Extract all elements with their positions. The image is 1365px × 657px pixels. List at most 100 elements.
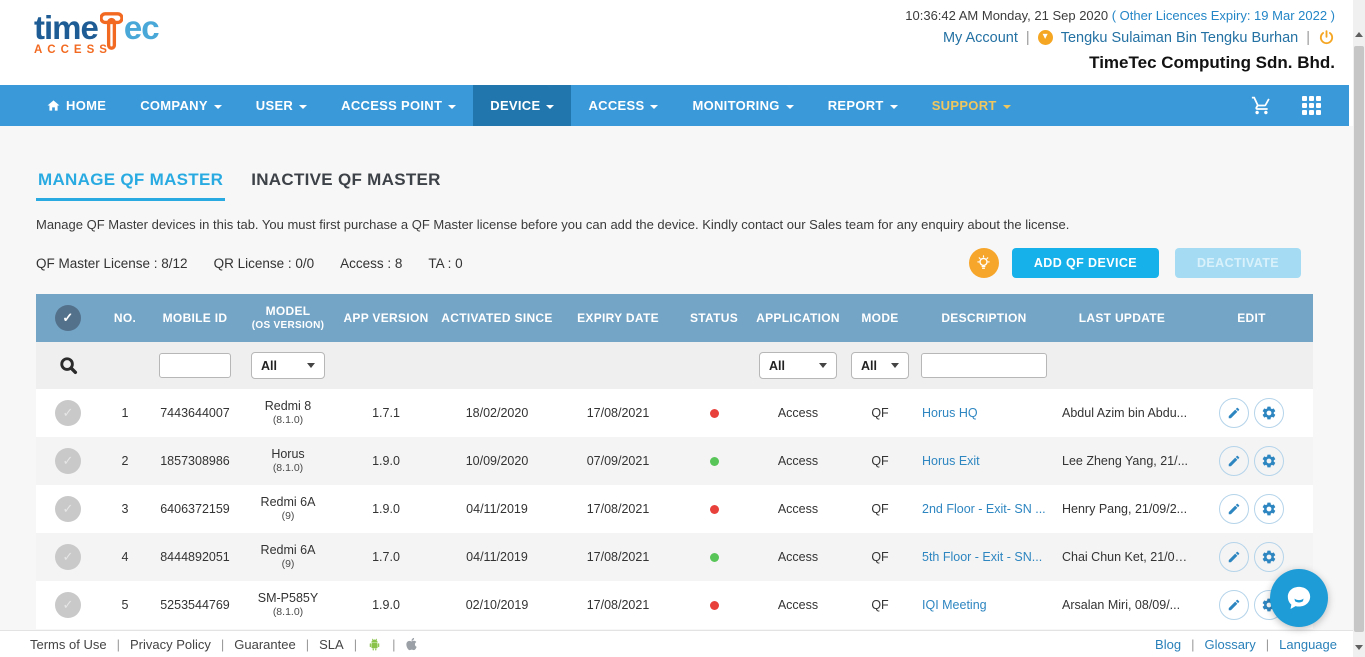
cell-mode: QF bbox=[871, 502, 889, 516]
deactivate-button[interactable]: DEACTIVATE bbox=[1174, 248, 1301, 278]
main-navbar: HOME COMPANY USER ACCESS POINT DEVICE AC… bbox=[0, 85, 1349, 126]
column-activated-since: ACTIVATED SINCE bbox=[441, 311, 553, 325]
chevron-down-icon bbox=[889, 104, 898, 109]
mobile-id-filter-input[interactable] bbox=[159, 353, 231, 378]
description-link[interactable]: Horus Exit bbox=[922, 454, 980, 468]
row-checkbox[interactable]: ✓ bbox=[55, 400, 81, 426]
mode-filter-select[interactable]: All bbox=[851, 352, 909, 379]
android-app-link[interactable] bbox=[367, 637, 382, 652]
description-link[interactable]: Horus HQ bbox=[922, 406, 978, 420]
select-all-checkbox[interactable]: ✓ bbox=[55, 305, 81, 331]
edit-button[interactable] bbox=[1219, 590, 1249, 620]
status-dot bbox=[709, 408, 719, 418]
nav-item-access-point[interactable]: ACCESS POINT bbox=[324, 85, 473, 126]
app-logo[interactable]: time ec ACCESS bbox=[34, 10, 160, 56]
glossary-link[interactable]: Glossary bbox=[1204, 636, 1256, 652]
nav-item-device[interactable]: DEVICE bbox=[473, 85, 572, 126]
status-dot bbox=[709, 504, 719, 514]
edit-button[interactable] bbox=[1219, 398, 1249, 428]
settings-button[interactable] bbox=[1254, 494, 1284, 524]
nav-item-home[interactable]: HOME bbox=[30, 85, 123, 126]
logout-power-icon[interactable] bbox=[1318, 29, 1335, 46]
chevron-down-icon bbox=[307, 363, 315, 368]
device-row-1: ✓ 1 7443644007 Redmi 8 (8.1.0) 1.7.1 18/0… bbox=[36, 389, 1313, 437]
nav-item-report[interactable]: REPORT bbox=[811, 85, 915, 126]
device-row-4: ✓ 4 8444892051 Redmi 6A (9) 1.7.0 04/11/2… bbox=[36, 533, 1313, 581]
cart-icon[interactable] bbox=[1251, 95, 1272, 116]
scroll-up-arrow-icon[interactable] bbox=[1355, 32, 1363, 37]
tab-inactive-qf-master[interactable]: INACTIVE QF MASTER bbox=[251, 170, 441, 189]
cell-activated-since: 04/11/2019 bbox=[466, 502, 528, 516]
settings-button[interactable] bbox=[1254, 398, 1284, 428]
qr-license-stat: QR License : 0/0 bbox=[213, 255, 315, 271]
qf-master-license-stat: QF Master License : 8/12 bbox=[36, 255, 188, 271]
chevron-down-icon bbox=[819, 363, 827, 368]
chevron-down-icon bbox=[448, 104, 457, 109]
scroll-down-arrow-icon[interactable] bbox=[1355, 645, 1363, 650]
application-filter-select[interactable]: All bbox=[759, 352, 837, 379]
vertical-scrollbar[interactable] bbox=[1353, 0, 1365, 657]
pencil-icon bbox=[1228, 407, 1240, 419]
description-filter-input[interactable] bbox=[921, 353, 1047, 378]
row-checkbox[interactable]: ✓ bbox=[55, 544, 81, 570]
nav-item-user[interactable]: USER bbox=[239, 85, 324, 126]
device-row-2: ✓ 2 1857308986 Horus (8.1.0) 1.9.0 10/09/… bbox=[36, 437, 1313, 485]
chevron-down-icon bbox=[1002, 104, 1011, 109]
edit-button[interactable] bbox=[1219, 542, 1249, 572]
description-link[interactable]: 5th Floor - Exit - SN... bbox=[922, 550, 1043, 564]
user-name-link[interactable]: Tengku Sulaiman Bin Tengku Burhan bbox=[1060, 29, 1299, 46]
privacy-policy-link[interactable]: Privacy Policy bbox=[129, 636, 211, 652]
status-dot bbox=[709, 552, 719, 562]
page-intro-text: Manage QF Master devices in this tab. Yo… bbox=[36, 217, 1070, 232]
hint-bulb-button[interactable] bbox=[968, 248, 999, 278]
user-dropdown-icon[interactable] bbox=[1037, 30, 1053, 45]
add-qf-device-button[interactable]: ADD QF DEVICE bbox=[1011, 248, 1159, 278]
live-chat-button[interactable] bbox=[1270, 569, 1328, 627]
apps-grid-icon[interactable] bbox=[1302, 96, 1321, 115]
row-checkbox[interactable]: ✓ bbox=[55, 496, 81, 522]
settings-button[interactable] bbox=[1254, 446, 1284, 476]
company-name: TimeTec Computing Sdn. Bhd. bbox=[1089, 53, 1335, 72]
cell-last-update: Arsalan Miri, 08/09/... bbox=[1062, 598, 1181, 612]
row-checkbox[interactable]: ✓ bbox=[55, 592, 81, 618]
cell-application: Access bbox=[777, 550, 819, 564]
home-icon bbox=[47, 100, 60, 111]
nav-item-access[interactable]: ACCESS bbox=[571, 85, 675, 126]
my-account-link[interactable]: My Account bbox=[942, 29, 1018, 46]
apple-icon bbox=[406, 637, 418, 651]
nav-item-company[interactable]: COMPANY bbox=[123, 85, 239, 126]
description-link[interactable]: 2nd Floor - Exit- SN ... bbox=[922, 502, 1046, 516]
device-row-3: ✓ 3 6406372159 Redmi 6A (9) 1.9.0 04/11/2… bbox=[36, 485, 1313, 533]
cell-mobile-id: 1857308986 bbox=[160, 454, 230, 468]
description-link[interactable]: IQI Meeting bbox=[922, 598, 987, 612]
scrollbar-thumb[interactable] bbox=[1354, 46, 1364, 632]
cell-last-update: Abdul Azim bin Abdu... bbox=[1062, 406, 1188, 420]
model-filter-select[interactable]: All bbox=[251, 352, 325, 379]
cell-expiry-date: 17/08/2021 bbox=[586, 598, 650, 612]
chevron-down-icon bbox=[546, 104, 555, 109]
cell-activated-since: 10/09/2020 bbox=[465, 454, 529, 468]
sla-link[interactable]: SLA bbox=[319, 636, 344, 652]
row-checkbox[interactable]: ✓ bbox=[55, 448, 81, 474]
column-model: MODEL (OS VERSION) bbox=[251, 303, 325, 332]
edit-button[interactable] bbox=[1219, 494, 1249, 524]
edit-button[interactable] bbox=[1219, 446, 1249, 476]
cell-activated-since: 18/02/2020 bbox=[465, 406, 529, 420]
language-link[interactable]: Language bbox=[1279, 636, 1337, 652]
ios-app-link[interactable] bbox=[405, 637, 418, 651]
column-no: NO. bbox=[113, 311, 137, 325]
tab-manage-qf-master[interactable]: MANAGE QF MASTER bbox=[36, 170, 226, 201]
cell-model: Horus (8.1.0) bbox=[271, 447, 305, 475]
nav-item-support[interactable]: SUPPORT bbox=[915, 85, 1028, 126]
cell-model: Redmi 8 (8.1.0) bbox=[264, 399, 312, 427]
column-application: APPLICATION bbox=[756, 311, 840, 325]
settings-button[interactable] bbox=[1254, 542, 1284, 572]
nav-item-monitoring[interactable]: MONITORING bbox=[675, 85, 810, 126]
terms-of-use-link[interactable]: Terms of Use bbox=[30, 636, 107, 652]
blog-link[interactable]: Blog bbox=[1155, 636, 1182, 652]
gear-icon bbox=[1262, 502, 1276, 516]
cell-app-version: 1.9.0 bbox=[372, 502, 400, 516]
guarantee-link[interactable]: Guarantee bbox=[234, 636, 296, 652]
cell-app-version: 1.9.0 bbox=[372, 454, 400, 468]
pencil-icon bbox=[1228, 455, 1240, 467]
